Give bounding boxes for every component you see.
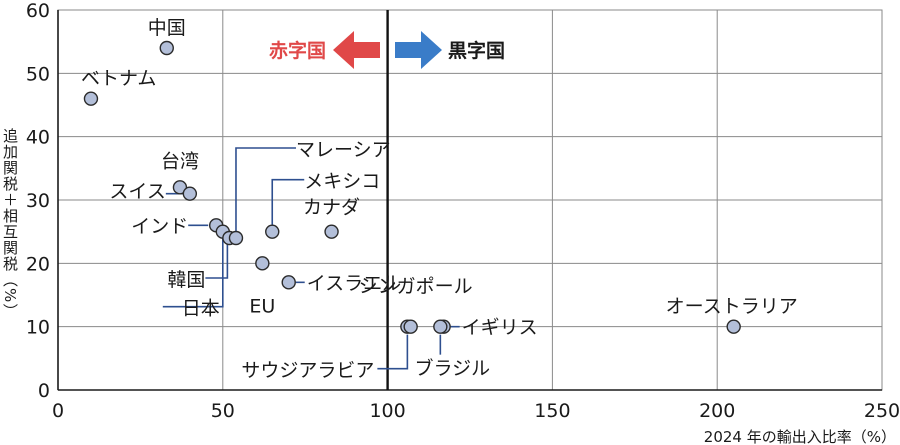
grid	[58, 10, 882, 390]
y-tick-label: 60	[26, 0, 50, 22]
y-axis-label: 追加関税＋相互関税（%）	[1, 128, 19, 319]
point-label: マレーシア	[296, 139, 391, 161]
point-label: スイス	[109, 181, 165, 203]
point-label: サウジアラビア	[241, 360, 374, 382]
data-point	[726, 319, 741, 334]
deficit-label: 赤字国	[269, 39, 326, 62]
leader-line	[235, 147, 296, 232]
x-tick-label: 50	[211, 400, 235, 422]
point-label: 韓国	[167, 269, 205, 291]
y-tick-label: 50	[26, 63, 50, 85]
y-tick-label: 30	[26, 190, 50, 212]
point-label: 日本	[182, 298, 220, 320]
x-tick-label: 200	[699, 400, 735, 422]
leader-lines	[162, 147, 460, 370]
point-label: ベトナム	[81, 68, 156, 90]
x-tick-label: 150	[534, 400, 570, 422]
leader-line	[205, 242, 229, 279]
x-tick-label: 250	[864, 400, 900, 422]
point-label: 台湾	[161, 150, 199, 172]
data-point	[182, 186, 198, 201]
leader-line	[271, 178, 305, 225]
data-point	[255, 256, 270, 271]
data-point	[281, 275, 296, 290]
data-point	[324, 224, 339, 239]
surplus-label: 黒字国	[448, 39, 505, 62]
leader-line	[162, 235, 224, 308]
point-label: イギリス	[462, 317, 538, 339]
data-point	[83, 91, 99, 106]
leader-line	[377, 334, 409, 370]
point-label: 中国	[148, 17, 186, 39]
point-label: オーストラリア	[666, 296, 798, 318]
data-point	[228, 230, 244, 246]
point-label: メキシコ	[304, 171, 380, 193]
data-point	[265, 224, 280, 239]
plot-frame	[57, 9, 883, 391]
data-points	[83, 40, 741, 334]
point-label: シンガポール	[359, 276, 473, 298]
point-label: EU	[249, 295, 275, 317]
axis-ticks: 0 50 100 150 200 250 0 10 20 30 40 50 60	[26, 0, 900, 422]
y-tick-label: 10	[26, 317, 50, 339]
point-label: カナダ	[303, 197, 360, 219]
right-arrow-icon	[395, 31, 442, 69]
x-tick-label: 100	[369, 400, 405, 422]
data-point	[159, 40, 174, 56]
data-point	[403, 319, 418, 334]
x-axis-label: 2024 年の輸出入比率（%）	[704, 428, 896, 445]
y-tick-label: 40	[26, 127, 50, 149]
y-tick-label: 20	[26, 253, 50, 275]
point-label: ブラジル	[415, 357, 491, 380]
y-tick-label: 0	[38, 380, 50, 402]
left-arrow-icon	[333, 31, 380, 69]
point-label: インド	[131, 215, 188, 237]
point-label: イスラエル	[307, 272, 401, 294]
x-tick-label: 0	[52, 400, 64, 422]
deficit-surplus-annotation: 赤字国 黒字国	[269, 31, 505, 69]
data-point	[433, 319, 448, 334]
